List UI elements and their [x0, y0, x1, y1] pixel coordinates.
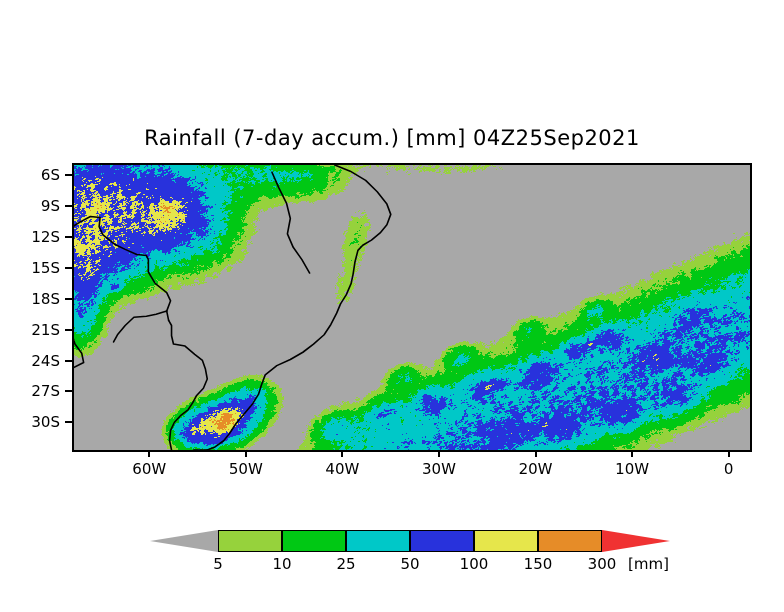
colorbar-segment: [474, 530, 538, 552]
x-axis-label: 20W: [518, 460, 553, 478]
y-axis-tick: [65, 328, 72, 331]
y-axis-tick: [65, 174, 72, 177]
x-axis-tick: [148, 450, 151, 457]
y-axis-label: 24S: [31, 351, 60, 370]
x-axis-tick: [341, 450, 344, 457]
y-axis-label: 9S: [40, 197, 60, 216]
y-axis-label: 21S: [31, 320, 60, 339]
y-axis-tick: [65, 205, 72, 208]
x-axis-label: 10W: [615, 460, 650, 478]
colorbar-segment: [410, 530, 474, 552]
map-plot-area: [72, 163, 752, 452]
page-title: Rainfall (7-day accum.) [mm] 04Z25Sep202…: [144, 126, 640, 150]
colorbar-overflow-arrow: [602, 530, 670, 552]
colorbar-underflow-arrow: [150, 530, 218, 552]
colorbar-segment: [346, 530, 410, 552]
colorbar-tick-label: 100: [459, 555, 489, 573]
y-axis-label: 27S: [31, 382, 60, 401]
y-axis-tick: [65, 236, 72, 239]
colorbar-segment: [282, 530, 346, 552]
y-axis-label: 30S: [31, 413, 60, 432]
y-axis-label: 15S: [31, 258, 60, 277]
x-axis-tick: [437, 450, 440, 457]
colorbar-tick-label: 150: [523, 555, 553, 573]
rainfall-raster: [74, 165, 750, 450]
colorbar-tick-label: 50: [400, 555, 420, 573]
x-axis-tick: [727, 450, 730, 457]
x-axis-tick: [244, 450, 247, 457]
x-axis-label: 60W: [132, 460, 167, 478]
colorbar-tick-label: 10: [272, 555, 292, 573]
x-axis-tick: [534, 450, 537, 457]
y-axis-tick: [65, 390, 72, 393]
colorbar-tick-label: 25: [336, 555, 356, 573]
y-axis-label: 18S: [31, 289, 60, 308]
colorbar-unit-label: [mm]: [628, 555, 669, 573]
colorbar-tick-label: 5: [213, 555, 223, 573]
colorbar-segment: [218, 530, 282, 552]
y-axis-tick: [65, 421, 72, 424]
colorbar-tick-label: 300: [587, 555, 617, 573]
y-axis-label: 6S: [40, 166, 60, 185]
colorbar: 5 10 25 50 100 150 300 [mm]: [150, 522, 670, 582]
y-axis-tick: [65, 266, 72, 269]
x-axis-label: 50W: [228, 460, 263, 478]
x-axis-label: 40W: [325, 460, 360, 478]
y-axis-label: 12S: [31, 228, 60, 247]
x-axis-label: 0: [723, 460, 734, 478]
x-axis-label: 30W: [422, 460, 456, 478]
x-axis-tick: [631, 450, 634, 457]
colorbar-segment: [538, 530, 602, 552]
y-axis-tick: [65, 297, 72, 300]
colorbar-segments: [150, 530, 670, 552]
y-axis-tick: [65, 359, 72, 362]
